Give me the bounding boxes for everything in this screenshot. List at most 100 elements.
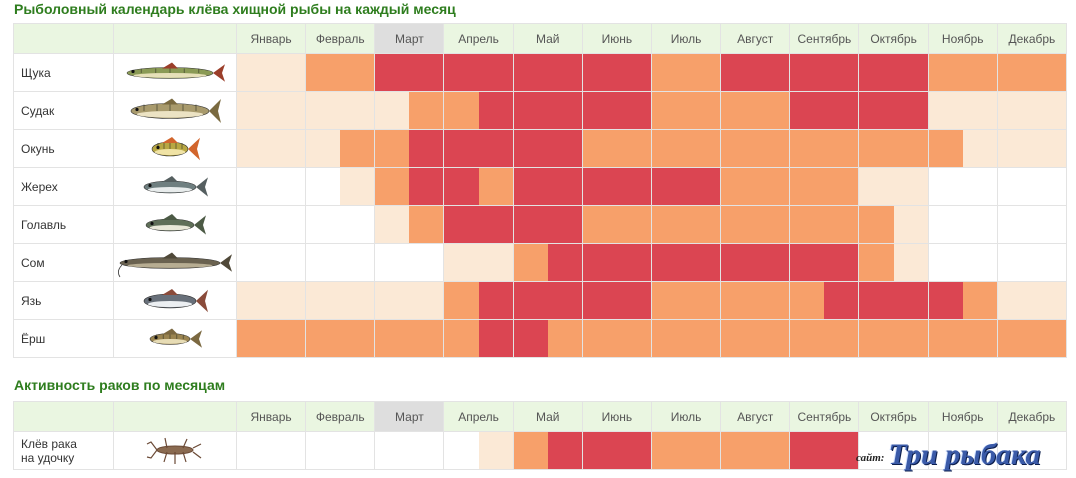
activity-cell: [306, 206, 376, 244]
activity-half: [237, 432, 272, 469]
month-header: Ноябрь: [928, 24, 998, 54]
activity-half: [478, 244, 513, 281]
activity-cell: [375, 206, 445, 244]
activity-cell: [928, 282, 998, 320]
activity-half: [928, 282, 963, 319]
activity-half: [651, 168, 687, 205]
activity-cell: [859, 282, 929, 320]
activity-half: [790, 130, 825, 167]
activity-cell: [306, 244, 376, 282]
activity-cell: [997, 168, 1067, 206]
activity-half: [721, 92, 756, 129]
activity-half: [651, 54, 687, 91]
activity-half: [513, 432, 548, 469]
activity-half: [306, 54, 341, 91]
activity-half: [651, 130, 687, 167]
activity-half: [513, 282, 548, 319]
activity-half: [547, 282, 582, 319]
activity-half: [997, 54, 1032, 91]
activity-half: [721, 320, 756, 357]
activity-half: [616, 320, 651, 357]
activity-half: [478, 168, 513, 205]
activity-half: [237, 168, 272, 205]
perch-icon: [114, 130, 237, 168]
activity-half: [686, 320, 721, 357]
month-header: Август: [721, 24, 791, 54]
activity-half: [237, 320, 272, 357]
activity-half: [893, 130, 928, 167]
activity-half: [340, 54, 375, 91]
activity-half: [306, 206, 341, 243]
activity-cell: [582, 168, 652, 206]
activity-cell: [859, 92, 929, 130]
activity-half: [790, 244, 825, 281]
activity-half: [547, 130, 582, 167]
activity-cell: [444, 54, 514, 92]
activity-cell: [651, 54, 722, 92]
activity-half: [409, 244, 444, 281]
activity-half: [1031, 244, 1066, 281]
month-header: Декабрь: [997, 402, 1067, 432]
activity-half: [444, 244, 479, 281]
crayfish-label: Клёв рака на удочку: [14, 432, 114, 470]
activity-half: [478, 282, 513, 319]
activity-half: [790, 206, 825, 243]
activity-half: [755, 206, 790, 243]
activity-cell: [721, 320, 791, 358]
activity-half: [582, 320, 617, 357]
activity-half: [962, 92, 997, 129]
activity-cell: [375, 168, 445, 206]
activity-half: [1031, 320, 1066, 357]
activity-cell: [237, 92, 307, 130]
activity-cell: [997, 92, 1067, 130]
activity-half: [340, 92, 375, 129]
activity-cell: [790, 168, 860, 206]
activity-half: [824, 168, 859, 205]
month-header: Сентябрь: [790, 24, 860, 54]
activity-half: [271, 206, 306, 243]
activity-half: [859, 320, 894, 357]
month-header: Июнь: [582, 402, 652, 432]
activity-half: [997, 320, 1032, 357]
activity-half: [271, 244, 306, 281]
activity-half: [859, 130, 894, 167]
activity-half: [859, 206, 894, 243]
activity-half: [962, 168, 997, 205]
activity-half: [1031, 130, 1066, 167]
activity-half: [824, 432, 859, 469]
activity-cell: [237, 244, 307, 282]
activity-cell: [306, 92, 376, 130]
activity-half: [1031, 282, 1066, 319]
activity-half: [824, 130, 859, 167]
activity-half: [893, 320, 928, 357]
activity-half: [478, 92, 513, 129]
activity-half: [375, 282, 410, 319]
fish-name: Ёрш: [14, 320, 114, 358]
activity-cell: [859, 432, 929, 470]
activity-cell: [651, 282, 722, 320]
activity-half: [997, 282, 1032, 319]
activity-half: [616, 54, 651, 91]
activity-cell: [306, 54, 376, 92]
activity-half: [582, 92, 617, 129]
activity-half: [616, 168, 651, 205]
activity-half: [755, 320, 790, 357]
activity-half: [651, 244, 687, 281]
activity-cell: [859, 54, 929, 92]
activity-cell: [513, 168, 583, 206]
fish-name: Судак: [14, 92, 114, 130]
activity-half: [340, 130, 375, 167]
activity-half: [686, 168, 721, 205]
activity-cell: [444, 432, 514, 470]
activity-cell: [375, 432, 445, 470]
activity-half: [547, 92, 582, 129]
activity-half: [409, 432, 444, 469]
activity-half: [755, 168, 790, 205]
activity-half: [721, 244, 756, 281]
activity-cell: [444, 244, 514, 282]
activity-half: [547, 320, 582, 357]
activity-half: [513, 54, 548, 91]
activity-half: [409, 320, 444, 357]
activity-half: [271, 54, 306, 91]
activity-half: [997, 244, 1032, 281]
